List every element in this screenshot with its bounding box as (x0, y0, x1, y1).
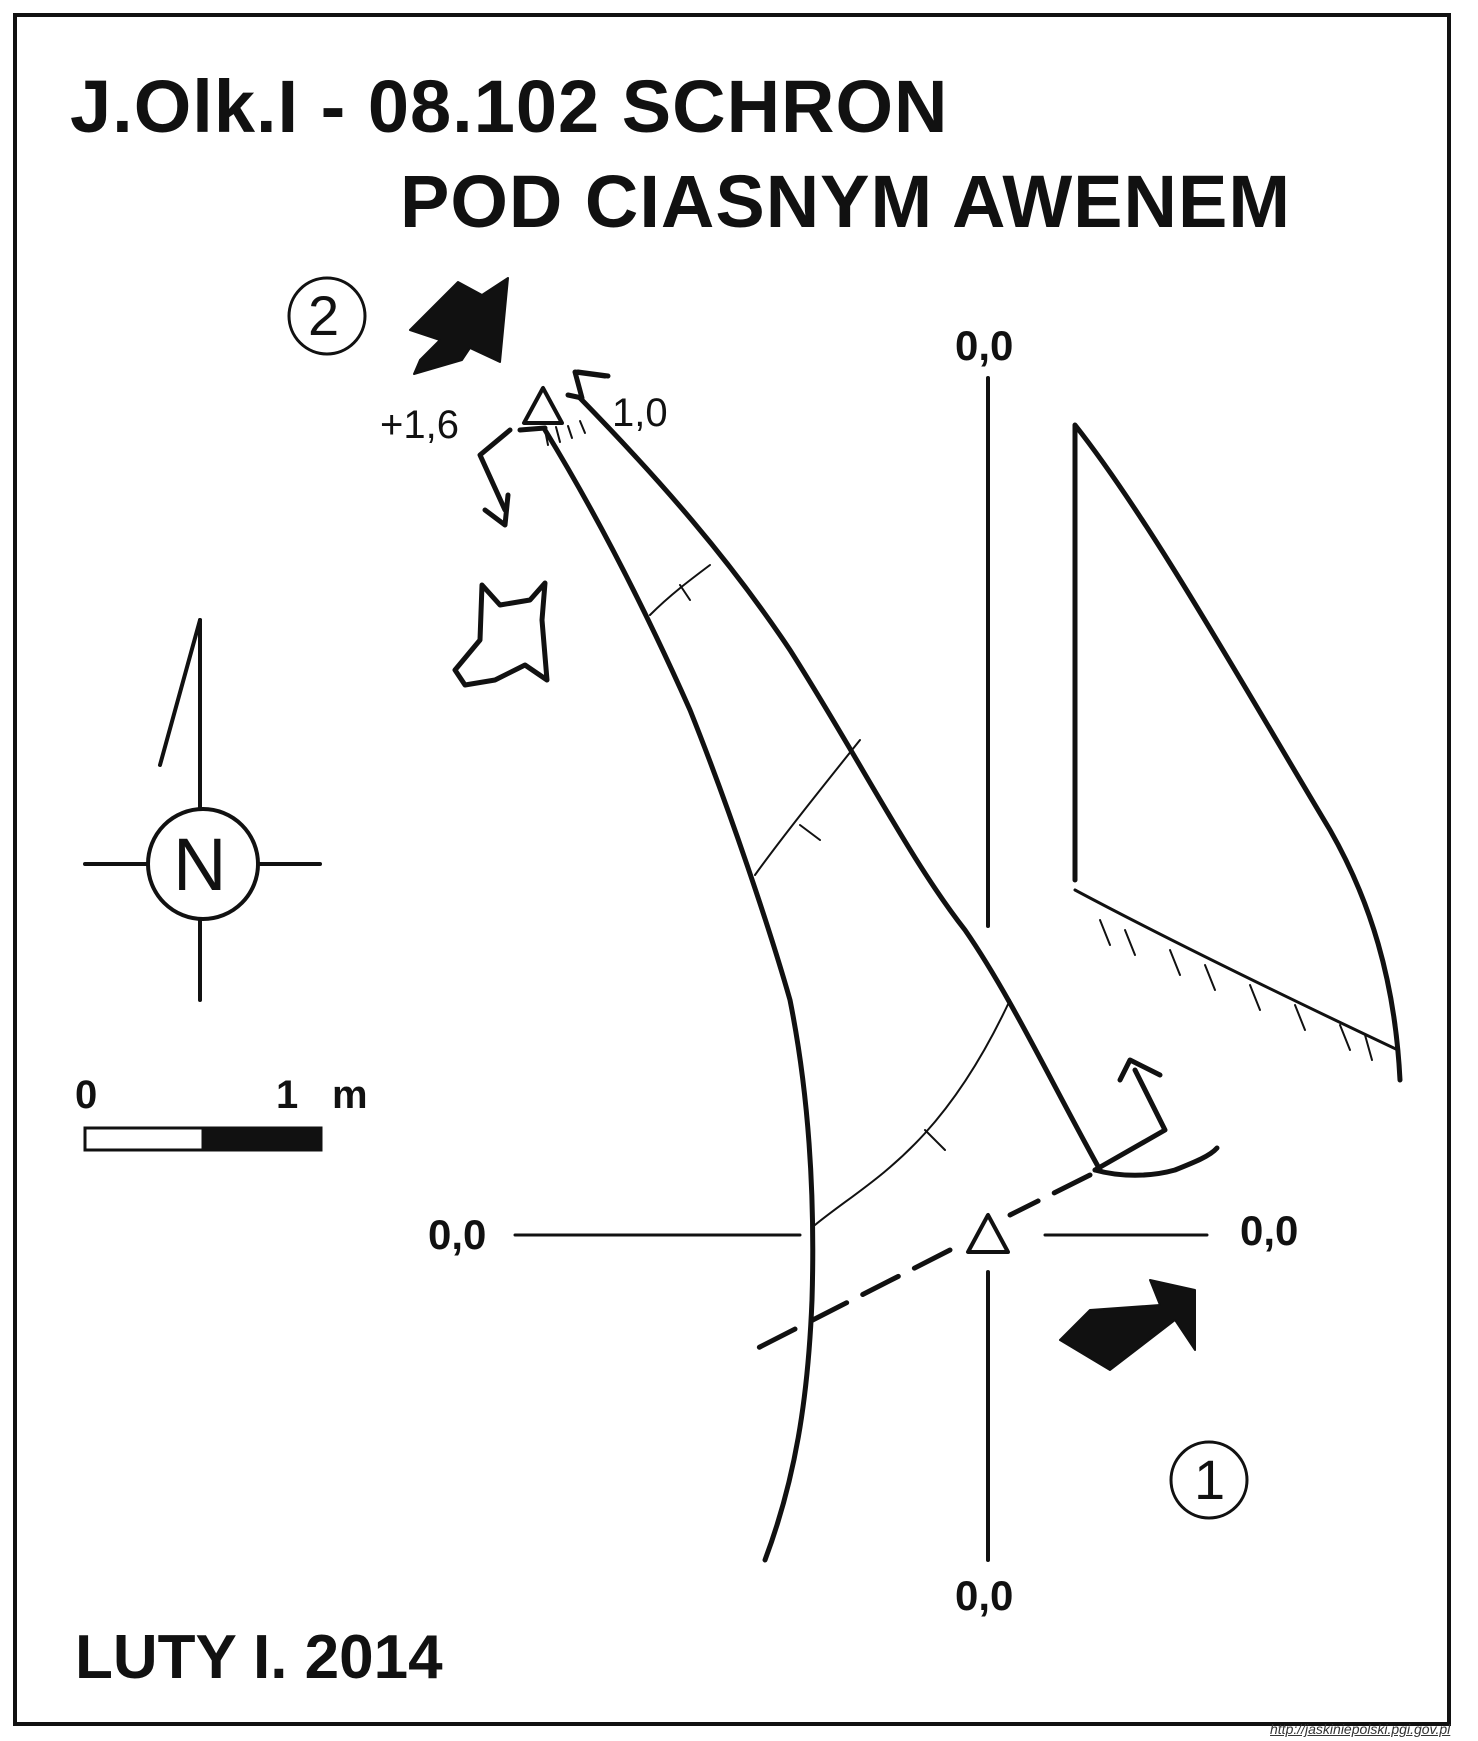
floor-contour-3 (814, 999, 1011, 1226)
elevation-upper-ceiling: 1,0 (612, 391, 668, 435)
lower-station-bracket (1092, 1067, 1168, 1173)
side-chamber-wall (1072, 422, 1403, 1083)
upper-inlet-ledge (575, 369, 611, 379)
elevation-left-axis: 0,0 (428, 1211, 487, 1258)
source-url[interactable]: http://jaskiniepolski.pgi.gov.pl (1270, 1721, 1451, 1737)
entrance-arrow-2 (409, 277, 509, 375)
elevation-right-axis: 0,0 (1240, 1207, 1299, 1254)
side-chamber-floor (1073, 888, 1400, 1052)
rock-pillar (452, 580, 550, 688)
map-frame (13, 13, 1451, 1726)
scale-bar (83, 1126, 323, 1152)
compass-north-label: N (173, 823, 227, 906)
upper-station-bracket (477, 427, 513, 513)
floor-contour-2 (754, 739, 861, 876)
entrance-dripline (1092, 1145, 1220, 1178)
lower-station-arrowhead (1117, 1057, 1163, 1083)
compass-needle-tip (158, 618, 202, 767)
survey-station-lower (966, 1213, 1010, 1254)
floor-contour-ticks (679, 584, 946, 1151)
elevation-top-axis: 0,0 (955, 322, 1014, 369)
scale-zero-label: 0 (75, 1073, 98, 1117)
cave-wall-right (577, 395, 1103, 1173)
cave-title-line-1: J.Olk.I - 08.102 SCHRON (70, 65, 949, 148)
entrance-1-number: 1 (1194, 1448, 1226, 1511)
compass-ring (146, 807, 260, 921)
scale-unit-label: m (332, 1073, 368, 1117)
side-chamber-hachures (1099, 919, 1373, 1061)
entrance-1-circle (1169, 1440, 1249, 1520)
author-date: LUTY I. 2014 (75, 1623, 443, 1692)
elevation-upper-station: +1,6 (380, 403, 459, 447)
scale-bar-white-segment (83, 1126, 205, 1152)
entrance-dashed-line (747, 1172, 1093, 1355)
entrance-2-number: 2 (308, 284, 340, 347)
scale-one-label: 1 (276, 1073, 299, 1117)
floor-contour-1 (649, 564, 711, 616)
entrance-2-circle (287, 276, 367, 356)
elevation-bottom-axis: 0,0 (955, 1572, 1014, 1619)
entrance-arrow-1 (1059, 1279, 1196, 1371)
survey-station-upper (522, 386, 564, 425)
upper-inlet-hachures (544, 420, 586, 446)
cave-wall-left (542, 427, 816, 1563)
upper-station-arrowhead (482, 492, 511, 528)
cave-title-line-2: POD CIASNYM AWENEM (400, 160, 1291, 243)
scale-bar-black-segment (201, 1126, 323, 1152)
